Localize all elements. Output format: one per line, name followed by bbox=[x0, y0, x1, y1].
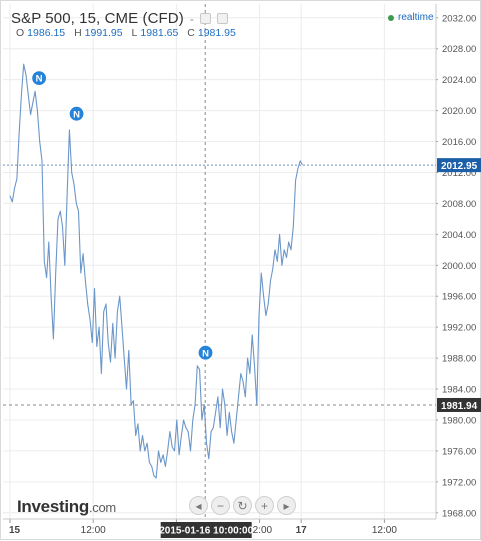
low-value: 1981.65 bbox=[140, 27, 179, 39]
zoom-in-button[interactable]: + bbox=[255, 496, 274, 515]
y-tick-label: 1988.00 bbox=[442, 354, 476, 365]
news-marker-label: N bbox=[36, 74, 43, 85]
minus-icon: − bbox=[216, 498, 224, 513]
y-tick-label: 2000.00 bbox=[442, 261, 476, 272]
news-marker-icon[interactable] bbox=[68, 105, 85, 122]
high-value: 1991.95 bbox=[84, 27, 123, 39]
reset-icon: ↻ bbox=[237, 498, 248, 513]
y-axis-ticks: 1968.00 1972.00 1976.00 1980.00 1984.00 1988.… bbox=[442, 13, 476, 519]
open-key: O bbox=[16, 27, 25, 39]
y-tick-label: 2012.00 bbox=[442, 168, 476, 179]
y-tick-label: 2020.00 bbox=[442, 106, 476, 117]
open-value: 1986.15 bbox=[27, 27, 66, 39]
x-tick-label: 15 bbox=[9, 525, 21, 536]
title-dropdown-icon[interactable]: - bbox=[189, 11, 194, 26]
y-tick-label: 1996.00 bbox=[442, 292, 476, 303]
y-tick-label: 1980.00 bbox=[442, 415, 476, 426]
y-tick-label: 2028.00 bbox=[442, 44, 476, 55]
zoom-out-button[interactable]: − bbox=[211, 496, 230, 515]
low-key: L bbox=[131, 27, 138, 39]
chart-header: S&P 500, 15, CME (CFD) - bbox=[11, 10, 228, 27]
news-marker-icon[interactable] bbox=[31, 70, 48, 87]
crosshair-price-label-bg bbox=[437, 397, 481, 412]
high-key: H bbox=[74, 27, 82, 39]
scroll-left-button[interactable]: ◂ bbox=[189, 496, 208, 515]
y-tick-label: 1976.00 bbox=[442, 446, 476, 457]
y-tick-label: 2004.00 bbox=[442, 230, 476, 241]
chart-navigation: ◂ − ↻ + ▸ bbox=[189, 496, 296, 515]
series bbox=[9, 63, 303, 479]
x-tick-label: 12:00 bbox=[247, 525, 272, 536]
close-value: 1981.95 bbox=[197, 27, 236, 39]
investing-logo[interactable]: Investing.com bbox=[17, 497, 116, 517]
y-tick-label: 1984.00 bbox=[442, 385, 476, 396]
price-series-line bbox=[9, 63, 303, 479]
current-price-label: 2012.95 bbox=[441, 161, 478, 172]
reset-button[interactable]: ↻ bbox=[233, 496, 252, 515]
chevron-right-icon: ▸ bbox=[283, 498, 290, 513]
ohlc-readout: O 1986.15 H 1991.95 L 1981.65 C 1981.95 bbox=[16, 27, 242, 39]
y-tick-label: 2008.00 bbox=[442, 199, 476, 210]
close-icon[interactable] bbox=[216, 13, 228, 24]
crosshair-time-label: 2015-01-16 10:00:00 bbox=[159, 526, 253, 537]
price-labels: 2012.95 1981.94 2015-01-16 10:00:00 bbox=[159, 158, 481, 538]
crosshair-price-label: 1981.94 bbox=[441, 401, 478, 412]
grid bbox=[3, 4, 438, 523]
logo-brand: Investing bbox=[17, 497, 89, 516]
realtime-label: realtime bbox=[398, 12, 434, 23]
news-marker-label: N bbox=[73, 109, 80, 120]
close-key: C bbox=[187, 27, 195, 39]
chevron-left-icon: ◂ bbox=[195, 498, 202, 513]
plus-icon: + bbox=[260, 498, 268, 513]
settings-icon[interactable] bbox=[199, 13, 211, 24]
scroll-right-button[interactable]: ▸ bbox=[277, 496, 296, 515]
y-tick-label: 1972.00 bbox=[442, 477, 476, 488]
logo-suffix: .com bbox=[88, 500, 116, 515]
current-price-label-bg bbox=[437, 158, 481, 173]
y-tick-label: 1968.00 bbox=[442, 508, 476, 519]
x-tick-label: 17 bbox=[296, 525, 308, 536]
y-tick-label: 2032.00 bbox=[442, 13, 476, 24]
chart-title: S&P 500, 15, CME (CFD) bbox=[11, 10, 184, 27]
crosshair-time-label-bg bbox=[160, 522, 252, 538]
x-tick-label: 12:00 bbox=[81, 525, 106, 536]
news-marker-icon[interactable] bbox=[197, 344, 214, 361]
news-marker-label: N bbox=[202, 348, 209, 359]
status-dot-icon bbox=[388, 14, 394, 21]
y-tick-label: 2016.00 bbox=[442, 137, 476, 148]
y-tick-label: 2024.00 bbox=[442, 75, 476, 86]
crosshair bbox=[3, 4, 436, 519]
y-tick-label: 1992.00 bbox=[442, 323, 476, 334]
realtime-indicator: realtime bbox=[388, 12, 434, 23]
news-markers[interactable]: N N N bbox=[31, 70, 214, 361]
x-tick-label: 12:00 bbox=[372, 525, 397, 536]
